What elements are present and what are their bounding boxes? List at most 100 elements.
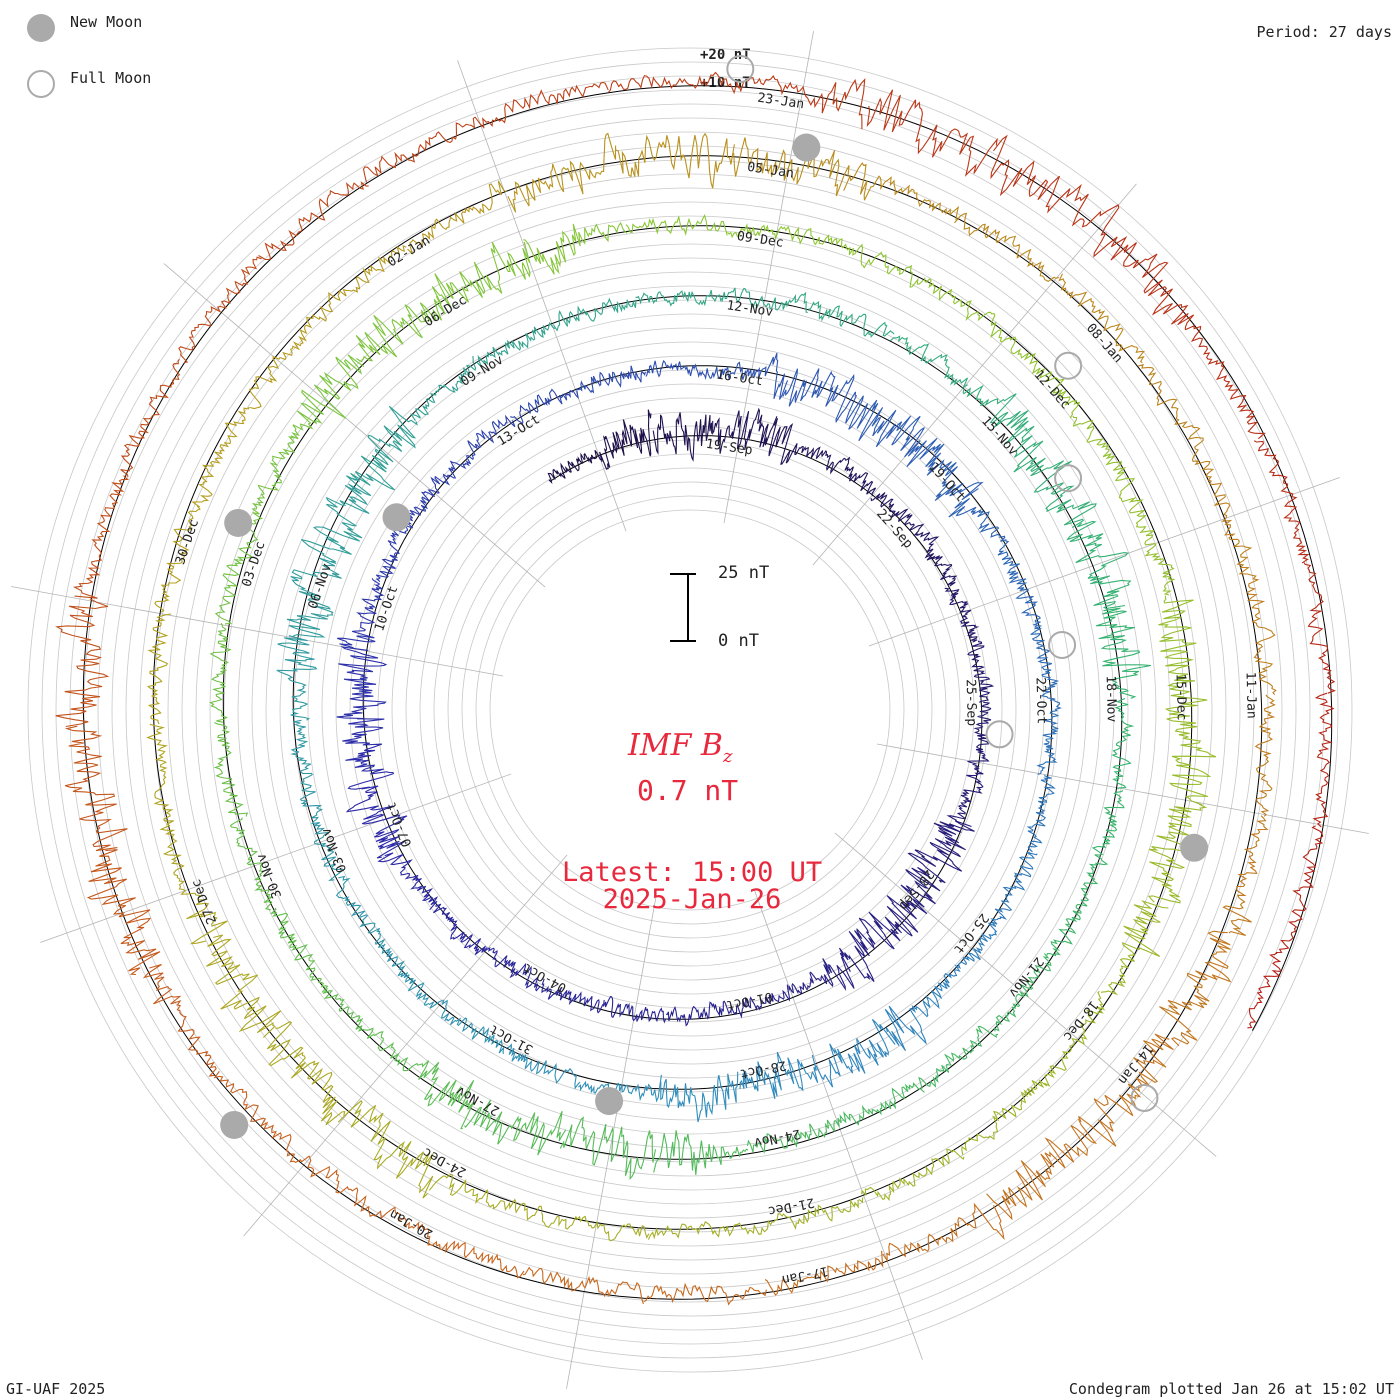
- date-label: 12-Nov: [725, 298, 774, 320]
- data-trace-segment: [507, 132, 617, 213]
- data-trace-segment: [522, 1266, 644, 1305]
- data-trace-segment: [1158, 595, 1197, 698]
- new-moon-marker: [224, 508, 253, 537]
- data-trace-segment: [276, 635, 318, 721]
- grid-ring: [447, 467, 933, 953]
- moon-marker-layer: [220, 54, 1209, 1139]
- data-trace-segment: [64, 725, 128, 852]
- plotted-timestamp: Condegram plotted Jan 26 at 15:02 UT: [1068, 1380, 1394, 1398]
- date-label: 11-Jan: [1243, 672, 1259, 719]
- data-trace-segment: [1003, 557, 1041, 628]
- data-trace-segment: [861, 1148, 965, 1202]
- data-trace-segment: [653, 1130, 749, 1175]
- grid-ring: [167, 187, 1213, 1233]
- data-trace-segment: [994, 953, 1052, 1032]
- date-label: 24-Nov: [752, 1126, 801, 1150]
- data-trace-segment: [645, 359, 718, 381]
- data-trace-segment: [924, 277, 1008, 343]
- data-trace-segment: [86, 849, 161, 976]
- data-trace-segment: [866, 89, 998, 177]
- full-moon-marker: [1054, 351, 1083, 380]
- new-moon-marker: [382, 503, 411, 532]
- data-layer: [55, 71, 1336, 1306]
- grid-ring: [237, 257, 1143, 1163]
- date-label: 03-Dec: [239, 540, 268, 589]
- data-trace-segment: [1253, 440, 1310, 564]
- scale-bar-bottom-label: 0 nT: [718, 631, 759, 651]
- data-trace-segment: [712, 407, 778, 454]
- data-trace-segment: [464, 1099, 567, 1156]
- new-moon-legend-icon: [27, 14, 55, 42]
- data-trace-segment: [1246, 574, 1277, 695]
- data-trace-segment: [1066, 520, 1132, 610]
- data-trace-segment: [828, 236, 924, 288]
- data-trace-segment: [1058, 273, 1145, 364]
- data-trace-segment: [886, 866, 941, 937]
- data-trace-segment: [1222, 815, 1269, 937]
- center-latest-time: Latest: 15:00 UT: [562, 857, 823, 888]
- data-trace-segment: [1201, 461, 1253, 576]
- grid-ring: [83, 103, 1297, 1317]
- data-trace-segment: [1100, 900, 1169, 996]
- data-trace-segment: [406, 460, 457, 519]
- date-label: 01-Oct: [725, 988, 774, 1012]
- radial-spoke: [876, 743, 1369, 834]
- data-trace-segment: [738, 75, 866, 130]
- data-trace-segment: [665, 1000, 731, 1027]
- data-trace-segment: [884, 979, 950, 1052]
- data-trace-segment: [1111, 697, 1135, 790]
- full-moon-marker: [1048, 630, 1077, 659]
- data-trace-segment: [990, 134, 1120, 228]
- data-trace-segment: [1046, 874, 1099, 957]
- data-trace-segment: [209, 622, 232, 723]
- data-trace-segment: [290, 354, 365, 440]
- grid-ring: [41, 61, 1339, 1359]
- data-trace-segment: [482, 81, 609, 129]
- data-trace-segment: [142, 963, 217, 1077]
- data-trace-segment: [733, 137, 850, 197]
- data-trace-segment: [1185, 324, 1266, 440]
- grid-ring: [461, 481, 919, 939]
- data-trace-segment: [269, 907, 329, 993]
- new-moon-marker: [1180, 833, 1209, 862]
- full-moon-marker: [1130, 1083, 1159, 1112]
- date-label: 06-Nov: [306, 562, 335, 611]
- grid-ring: [489, 509, 891, 911]
- data-trace-segment: [510, 388, 579, 425]
- date-label-layer: 19-Sep22-Sep25-Sep28-Sep01-Oct04-Oct07-O…: [173, 91, 1259, 1287]
- data-trace-segment: [599, 409, 652, 470]
- radial-spoke: [163, 263, 546, 588]
- date-label: 28-Oct: [739, 1057, 788, 1081]
- data-trace-segment: [946, 760, 984, 821]
- date-label: 25-Oct: [950, 910, 991, 956]
- data-trace-segment: [918, 1025, 999, 1089]
- data-trace-segment: [635, 289, 723, 307]
- radial-spoke: [566, 896, 657, 1389]
- date-label: 15-Dec: [1173, 673, 1189, 720]
- data-trace-segment: [1312, 692, 1335, 828]
- data-trace-segment: [337, 1099, 434, 1199]
- data-trace-segment: [652, 412, 713, 462]
- grid-ring: [55, 75, 1325, 1345]
- grid-ring: [111, 131, 1269, 1289]
- scale-bar: [670, 573, 696, 642]
- full-moon-marker: [985, 720, 1014, 749]
- data-trace-segment: [120, 358, 181, 478]
- grid-ring: [321, 341, 1059, 1079]
- data-trace-segment: [968, 701, 992, 763]
- radial-spoke: [11, 586, 504, 677]
- date-label: 25-Sep: [963, 679, 979, 727]
- date-label: 18-Dec: [1060, 997, 1101, 1043]
- data-trace-segment: [146, 613, 172, 725]
- data-trace-segment: [578, 1074, 662, 1103]
- data-trace-segment: [826, 454, 877, 497]
- data-trace-segment: [552, 297, 637, 332]
- date-label: 05-Jan: [746, 160, 795, 182]
- data-trace-segment: [1138, 363, 1211, 466]
- radial-spoke: [457, 60, 627, 532]
- data-trace-segment: [1128, 496, 1176, 596]
- data-trace-segment: [300, 475, 372, 563]
- data-trace-segment: [759, 1197, 864, 1235]
- grid-ring: [279, 299, 1101, 1121]
